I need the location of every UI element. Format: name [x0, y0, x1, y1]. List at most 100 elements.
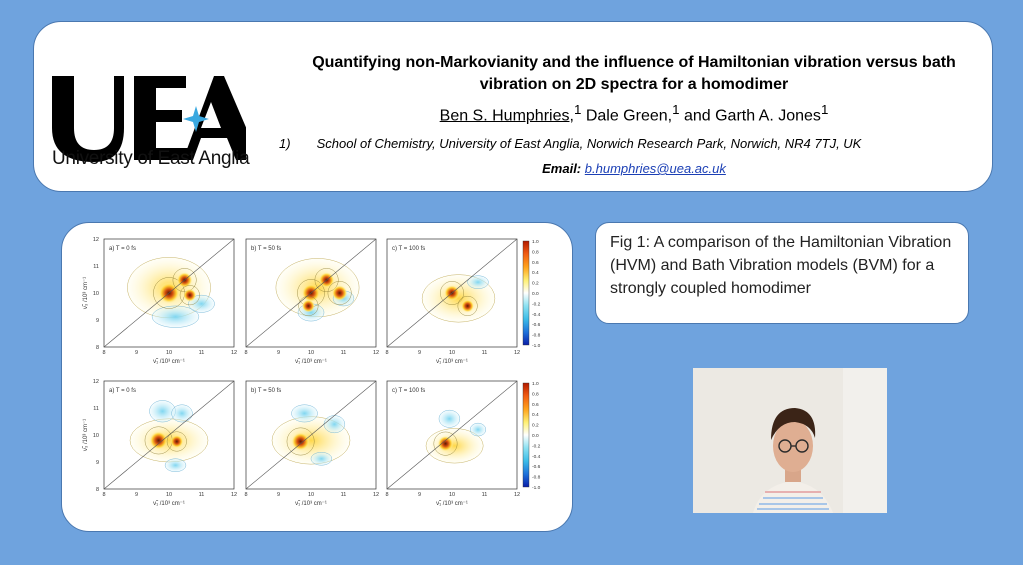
colorbar-tick: -0.6	[532, 322, 541, 328]
x-tick-label: 8	[385, 350, 388, 356]
y-tick-label: 9	[96, 318, 99, 324]
y-tick-label: 12	[93, 237, 99, 243]
x-tick-label: 12	[231, 492, 237, 498]
author-3: and Garth A. Jones	[683, 107, 821, 125]
x-axis-label: ν̃₁ /10³ cm⁻¹	[436, 501, 468, 507]
x-tick-label: 9	[277, 492, 280, 498]
x-tick-label: 9	[135, 350, 138, 356]
figure-caption: Fig 1: A comparison of the Hamiltonian V…	[595, 222, 969, 324]
x-tick-label: 10	[308, 350, 314, 356]
x-axis-label: ν̃₁ /10³ cm⁻¹	[436, 359, 468, 365]
x-tick-label: 12	[514, 492, 520, 498]
title-line-2: vibration on 2D spectra for a homodimer	[479, 76, 789, 93]
spectrum-panel-r2-c3	[386, 380, 518, 490]
panel-label: a) T = 0 fs	[109, 246, 136, 252]
spectrum-peak	[301, 299, 315, 313]
y-tick-label: 9	[96, 460, 99, 466]
y-tick-label: 12	[93, 379, 99, 385]
y-axis-label: ν̃₃ /10³ cm⁻¹	[83, 277, 89, 309]
y-tick-label: 11	[93, 406, 99, 412]
spectrum-peak	[170, 434, 184, 448]
colorbar-tick: -0.8	[532, 475, 541, 481]
author-2-sup: 1	[672, 102, 680, 117]
affiliation-number: 1)	[279, 136, 291, 151]
x-tick-label: 12	[373, 492, 379, 498]
colorbar-tick: 0.0	[532, 433, 539, 439]
spectrum-panel-r1-c3	[386, 238, 518, 348]
authors: Ben S. Humphries,1 Dale Green,1 and Gart…	[439, 102, 829, 125]
colorbar-tick: -1.0	[532, 485, 541, 491]
email-label: Email:	[542, 161, 582, 176]
x-tick-label: 11	[482, 350, 488, 356]
x-tick-label: 8	[102, 492, 105, 498]
x-tick-label: 10	[166, 492, 172, 498]
x-axis-label: ν̃₁ /10³ cm⁻¹	[295, 359, 327, 365]
presenter-video	[693, 368, 887, 513]
poster-title: Quantifying non-Markovianity and the inf…	[279, 52, 989, 96]
author-1-sup: 1	[573, 102, 582, 117]
y-tick-label: 11	[93, 264, 99, 270]
colorbar-tick: 0.2	[532, 281, 539, 287]
colorbar	[522, 240, 530, 346]
colorbar-tick: -1.0	[532, 343, 541, 349]
y-tick-label: 8	[96, 487, 99, 493]
author-1: Ben S. Humphries	[439, 107, 570, 125]
spectrum-peak	[461, 299, 475, 313]
x-tick-label: 11	[482, 492, 488, 498]
affiliation: 1) School of Chemistry, University of Ea…	[279, 136, 999, 151]
x-tick-label: 12	[514, 350, 520, 356]
spectra-figure: a) T = 0 fs 8 9 10 11 12 ν̃₁ /10³ cm⁻¹ 8 9 10 11 12…	[83, 237, 541, 507]
spectrum-panel-r1-c2	[245, 238, 377, 348]
email-link[interactable]: b.humphries@uea.ac.uk	[584, 161, 726, 176]
x-tick-label: 9	[418, 492, 421, 498]
spectrum-panel-r1-c1	[103, 238, 235, 348]
colorbar-tick: 1.0	[532, 239, 539, 245]
affiliation-text: School of Chemistry, University of East …	[316, 136, 862, 151]
x-axis-label: ν̃₁ /10³ cm⁻¹	[153, 501, 185, 507]
x-tick-label: 8	[102, 350, 105, 356]
colorbar-tick: 0.4	[532, 412, 539, 418]
colorbar-tick: 1.0	[532, 381, 539, 387]
y-tick-label: 8	[96, 345, 99, 351]
spectrum-peak	[291, 432, 310, 451]
colorbar	[522, 382, 530, 488]
colorbar-tick: -0.8	[532, 333, 541, 339]
colorbar-tick: 0.6	[532, 402, 539, 408]
y-tick-label: 10	[93, 291, 99, 297]
spectrum-peak	[331, 285, 348, 301]
spectrum-peak	[437, 435, 454, 452]
x-tick-label: 10	[449, 350, 455, 356]
colorbar-tick: -0.2	[532, 443, 541, 449]
panel-label: a) T = 0 fs	[109, 388, 136, 394]
colorbar-tick: 0.0	[532, 291, 539, 297]
panel-label: c) T = 100 fs	[392, 388, 425, 394]
star-icon	[183, 106, 209, 132]
y-tick-label: 10	[93, 433, 99, 439]
colorbar-tick: 0.8	[532, 249, 539, 255]
panel-label: c) T = 100 fs	[392, 246, 425, 252]
author-3-sup: 1	[820, 102, 829, 117]
logo-caption: University of East Anglia	[52, 148, 250, 169]
spectrum-peak	[183, 288, 197, 302]
panel-label: b) T = 50 fs	[251, 388, 281, 394]
x-axis-label: ν̃₁ /10³ cm⁻¹	[153, 359, 185, 365]
panel-label: b) T = 50 fs	[251, 246, 281, 252]
author-2: Dale Green,	[585, 107, 673, 125]
x-tick-label: 8	[385, 492, 388, 498]
colorbar-tick: 0.2	[532, 423, 539, 429]
x-tick-label: 10	[166, 350, 172, 356]
email-line: Email: b.humphries@uea.ac.uk	[279, 161, 989, 176]
colorbar-tick: 0.4	[532, 270, 539, 276]
x-tick-label: 11	[199, 492, 205, 498]
colorbar-tick: -0.6	[532, 464, 541, 470]
x-axis-label: ν̃₁ /10³ cm⁻¹	[295, 501, 327, 507]
title-line-1: Quantifying non-Markovianity and the inf…	[312, 54, 956, 71]
colorbar-tick: 0.8	[532, 391, 539, 397]
uea-logo	[52, 76, 246, 162]
spectrum-panel-r2-c1	[103, 380, 235, 490]
presenter-image	[693, 368, 887, 513]
header-card: University of East Anglia Quantifying no…	[33, 21, 993, 192]
x-tick-label: 11	[341, 492, 347, 498]
x-tick-label: 11	[199, 350, 205, 356]
spectrum-panel-r2-c2	[245, 380, 377, 490]
